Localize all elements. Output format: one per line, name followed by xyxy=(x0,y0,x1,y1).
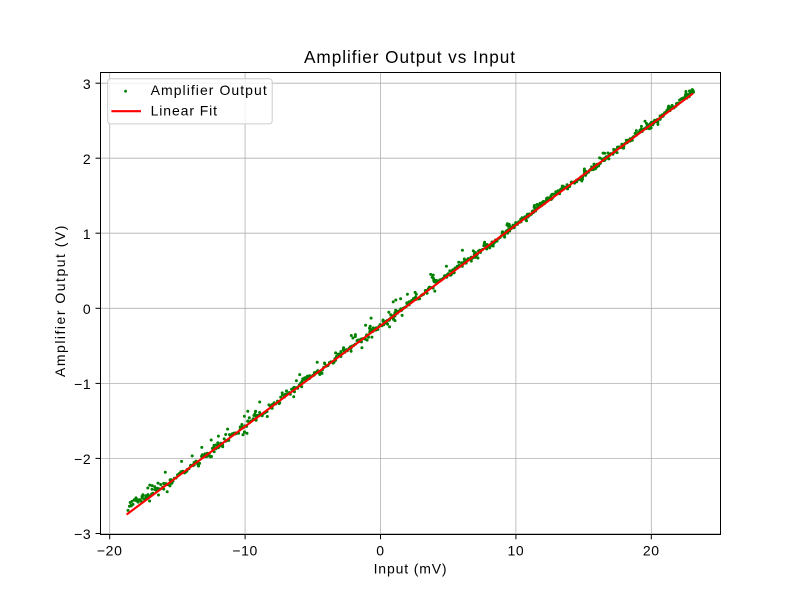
svg-text:10: 10 xyxy=(508,542,525,558)
svg-text:−20: −20 xyxy=(97,542,123,558)
svg-text:0: 0 xyxy=(376,542,384,558)
svg-text:−1: −1 xyxy=(74,376,91,392)
svg-text:1: 1 xyxy=(83,226,91,242)
svg-text:2: 2 xyxy=(83,151,91,167)
svg-text:3: 3 xyxy=(83,76,91,92)
svg-text:20: 20 xyxy=(643,542,660,558)
svg-text:0: 0 xyxy=(83,301,91,317)
svg-text:−3: −3 xyxy=(74,526,91,542)
svg-text:Amplifier Output: Amplifier Output xyxy=(151,82,268,98)
svg-text:Amplifier Output vs Input: Amplifier Output vs Input xyxy=(304,47,516,67)
svg-text:−10: −10 xyxy=(232,542,258,558)
svg-text:Amplifier Output (V): Amplifier Output (V) xyxy=(52,224,68,377)
svg-text:Input (mV): Input (mV) xyxy=(374,561,448,577)
svg-text:−2: −2 xyxy=(74,451,91,467)
svg-text:Linear Fit: Linear Fit xyxy=(151,102,218,118)
